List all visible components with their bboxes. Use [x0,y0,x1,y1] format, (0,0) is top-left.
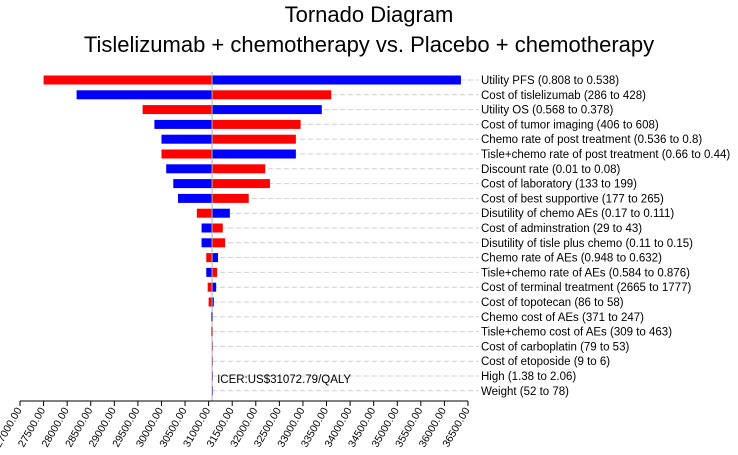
bar-blue [166,164,213,174]
bar-red [212,134,296,144]
bar-label: Weight (52 to 78) [481,386,569,398]
bar-red [208,297,213,307]
bar-label: Disutility of tisle plus chemo (0.11 to … [481,238,693,250]
bar-label: Chemo rate of post treatment (0.536 to 0… [481,134,702,146]
bar-blue [212,105,322,115]
bar-red [212,179,270,189]
bar-blue [212,253,219,263]
bar-blue [212,297,214,307]
bar-label: Cost of adminstration (29 to 43) [481,223,642,235]
bar-label: Chemo rate of AEs (0.948 to 0.632) [481,253,662,265]
bar-label: Tisle+chemo rate of AEs (0.584 to 0.876) [481,267,690,279]
bar-label: Cost of laboratory (133 to 199) [481,179,637,191]
chart-title: Tornado Diagram [284,2,454,27]
bar-red [212,90,332,100]
bar-red [207,282,213,292]
bar-red [212,267,218,277]
bar-label: Utility PFS (0.808 to 0.538) [481,75,619,87]
bar-label: Utility OS (0.568 to 0.378) [481,105,613,117]
bar-blue [154,119,213,129]
bar-label: Chemo cost of AEs (371 to 247) [481,312,644,324]
bar-red [43,75,213,85]
bar-blue [212,75,461,85]
bar-red [212,223,223,233]
bar-red [210,312,213,322]
bar-red [212,193,249,203]
bar-label: Cost of carboplatin (79 to 53) [481,341,629,353]
bar-blue [76,90,213,100]
bar-blue [161,134,213,144]
bar-blue [206,267,213,277]
bar-label: Cost of best supportive (177 to 265) [481,193,664,205]
bar-label: Tisle+chemo rate of post treatment (0.66… [481,149,730,161]
bar-label: Cost of topotecan (86 to 58) [481,297,624,309]
bar-red [212,238,226,248]
bar-red [212,164,266,174]
bar-blue [201,238,213,248]
bar-blue [177,193,213,203]
bar-blue [212,149,296,159]
bar-label: Tisle+chemo cost of AEs (309 to 463) [481,327,672,339]
bar-red [142,105,213,115]
bar-label: Cost of terminal treatment (2665 to 1777… [481,282,691,294]
bar-red [206,253,213,263]
bar-red [212,119,301,129]
bar-label: Cost of tumor imaging (406 to 608) [481,119,659,131]
bar-blue [212,208,230,218]
bar-label: Cost of tislelizumab (286 to 428) [481,90,646,102]
bar-blue [201,223,213,233]
bar-red [196,208,213,218]
bar-label: High (1.38 to 2.06) [481,371,576,383]
icer-label: ICER:US$31072.79/QALY [217,374,351,386]
bar-label: Disutility of chemo AEs (0.17 to 0.111) [481,208,674,220]
bar-label: Cost of etoposide (9 to 6) [481,356,610,368]
chart-subtitle: Tislelizumab + chemotherapy vs. Placebo … [83,32,655,57]
bar-red [161,149,213,159]
bar-blue [173,179,213,189]
bar-label: Discount rate (0.01 to 0.08) [481,164,621,176]
bar-blue [212,282,217,292]
